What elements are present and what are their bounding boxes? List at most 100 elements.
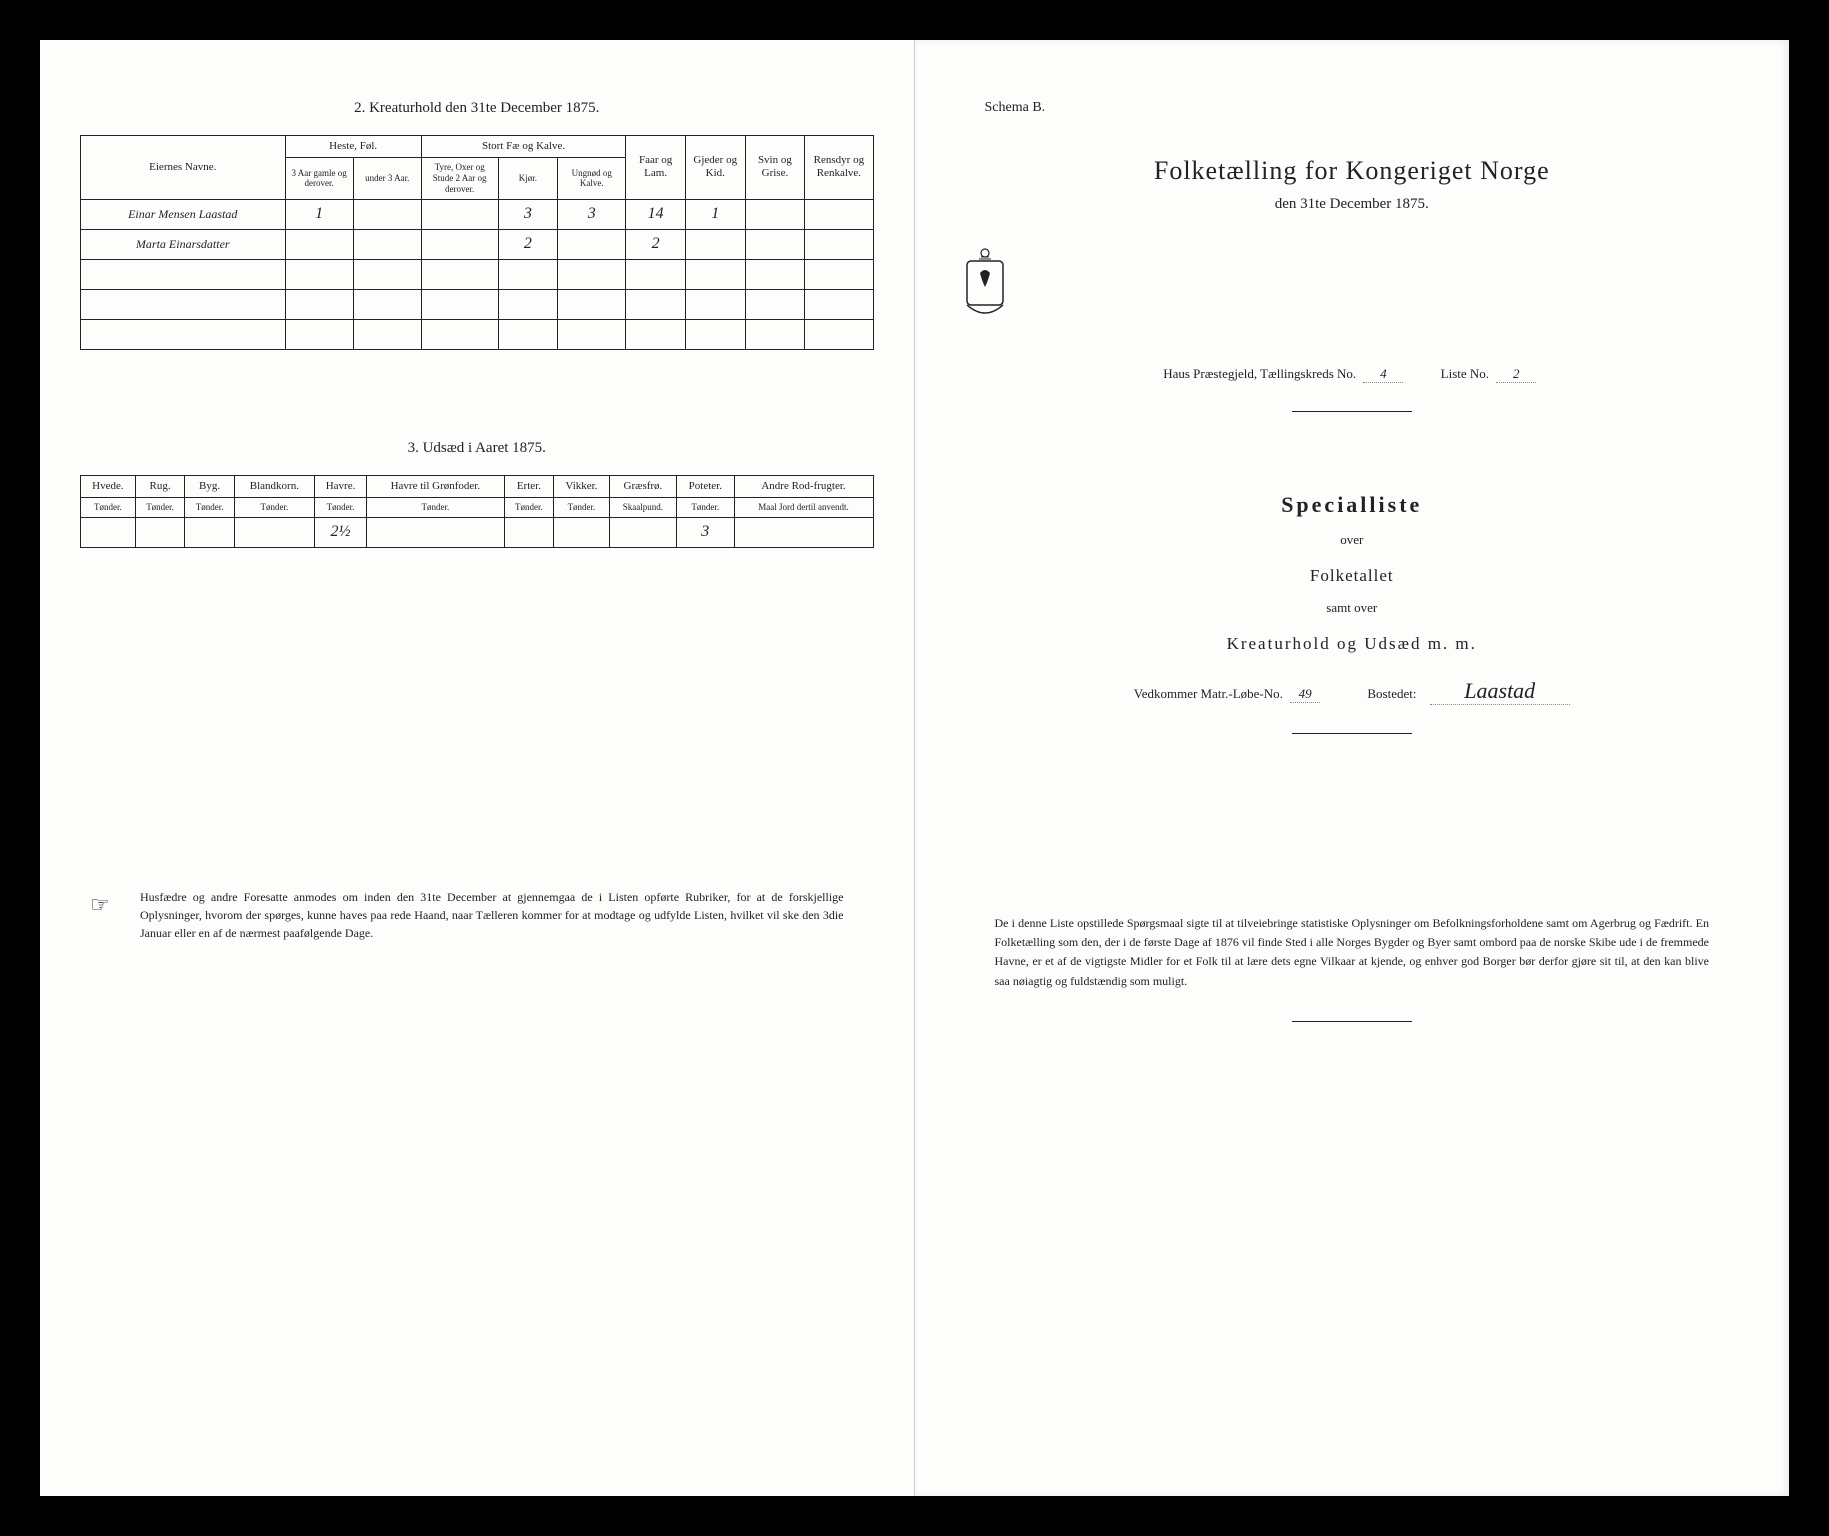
col-owner: Eiernes Navne.	[81, 136, 286, 200]
seed-col-head: Poteter.	[677, 475, 734, 497]
right-page: Schema B. Folketælling for Kongeriget No…	[915, 40, 1790, 1496]
value-cell	[558, 229, 626, 259]
table-row	[81, 259, 874, 289]
seed-col-unit: Tønder.	[677, 497, 734, 517]
seed-col-unit: Tønder.	[504, 497, 554, 517]
seed-col-unit: Tønder.	[314, 497, 366, 517]
seed-value-cell	[609, 517, 676, 547]
value-cell	[421, 319, 498, 349]
samt-label: samt over	[955, 600, 1750, 616]
value-cell	[285, 289, 353, 319]
schema-label: Schema B.	[985, 100, 1750, 116]
seed-value-cell	[504, 517, 554, 547]
value-cell	[685, 259, 745, 289]
coat-of-arms-icon	[955, 243, 1015, 323]
col-goat: Gjeder og Kid.	[685, 136, 745, 200]
seed-value-cell: 2½	[314, 517, 366, 547]
seed-value-cell	[554, 517, 610, 547]
seed-col-head: Rug.	[135, 475, 185, 497]
value-cell	[353, 319, 421, 349]
kreds-number: 4	[1363, 366, 1403, 383]
livestock-table: Eiernes Navne. Heste, Føl. Stort Fæ og K…	[80, 135, 874, 350]
owner-cell	[81, 319, 286, 349]
divider	[1292, 1021, 1412, 1022]
col-pig: Svin og Grise.	[745, 136, 805, 200]
seed-value-cell: 3	[677, 517, 734, 547]
seed-value-cell	[367, 517, 505, 547]
col-cattle-a: Tyre, Oxer og Stude 2 Aar og derover.	[421, 158, 498, 199]
colg-cattle: Stort Fæ og Kalve.	[421, 136, 625, 158]
scan-frame: 2. Kreaturhold den 31te December 1875. E…	[40, 40, 1789, 1496]
value-cell	[745, 199, 805, 229]
value-cell: 3	[498, 199, 558, 229]
owner-cell	[81, 259, 286, 289]
table-row	[81, 289, 874, 319]
colg-horse: Heste, Føl.	[285, 136, 421, 158]
col-reindeer: Rensdyr og Renkalve.	[805, 136, 873, 200]
owner-cell: Marta Einarsdatter	[81, 229, 286, 259]
divider	[1292, 411, 1412, 412]
census-title: Folketælling for Kongeriget Norge	[955, 156, 1750, 186]
value-cell: 1	[685, 199, 745, 229]
census-subtitle: den 31te December 1875.	[955, 196, 1750, 213]
seed-col-unit: Tønder.	[367, 497, 505, 517]
value-cell: 2	[498, 229, 558, 259]
value-cell	[421, 259, 498, 289]
liste-number: 2	[1496, 366, 1536, 383]
right-footnote: De i denne Liste opstillede Spørgsmaal s…	[995, 914, 1710, 991]
value-cell	[685, 289, 745, 319]
value-cell	[285, 259, 353, 289]
value-cell	[626, 259, 686, 289]
value-cell: 1	[285, 199, 353, 229]
seed-col-unit: Tønder.	[554, 497, 610, 517]
left-footnote-text: Husfædre og andre Foresatte anmodes om i…	[140, 890, 844, 940]
folketallet-label: Folketallet	[955, 566, 1750, 586]
value-cell	[558, 319, 626, 349]
seed-col-head: Havre til Grønfoder.	[367, 475, 505, 497]
parish-label-a: Haus Præstegjeld, Tællingskreds No.	[1163, 366, 1356, 381]
owner-cell: Einar Mensen Laastad	[81, 199, 286, 229]
value-cell	[353, 229, 421, 259]
seed-col-head: Vikker.	[554, 475, 610, 497]
seed-col-head: Andre Rod-frugter.	[734, 475, 873, 497]
seed-col-unit: Tønder.	[135, 497, 185, 517]
value-cell	[626, 319, 686, 349]
value-cell	[353, 289, 421, 319]
section2-title: 2. Kreaturhold den 31te December 1875.	[80, 100, 874, 117]
pointing-hand-icon: ☞	[90, 888, 110, 921]
seed-col-head: Blandkorn.	[234, 475, 314, 497]
value-cell	[421, 199, 498, 229]
value-cell	[498, 259, 558, 289]
seed-col-unit: Maal Jord dertil anvendt.	[734, 497, 873, 517]
left-footnote: ☞ Husfædre og andre Foresatte anmodes om…	[140, 888, 844, 942]
value-cell	[285, 229, 353, 259]
seed-value-cell	[234, 517, 314, 547]
divider	[1292, 733, 1412, 734]
section3-title: 3. Udsæd i Aaret 1875.	[80, 440, 874, 457]
value-cell	[498, 319, 558, 349]
value-cell	[745, 259, 805, 289]
seed-col-head: Erter.	[504, 475, 554, 497]
seed-value-cell	[135, 517, 185, 547]
seed-value-cell	[185, 517, 235, 547]
value-cell	[558, 289, 626, 319]
col-sheep: Faar og Lam.	[626, 136, 686, 200]
seed-col-head: Havre.	[314, 475, 366, 497]
value-cell: 2	[626, 229, 686, 259]
value-cell	[805, 259, 873, 289]
value-cell	[353, 199, 421, 229]
value-cell	[745, 319, 805, 349]
seed-col-unit: Skaalpund.	[609, 497, 676, 517]
seed-col-unit: Tønder.	[234, 497, 314, 517]
value-cell	[745, 289, 805, 319]
value-cell	[498, 289, 558, 319]
specialliste-heading: Specialliste	[955, 492, 1750, 518]
value-cell	[421, 289, 498, 319]
col-horse-a: 3 Aar gamle og derover.	[285, 158, 353, 199]
seed-value-cell	[734, 517, 873, 547]
parish-line: Haus Præstegjeld, Tællingskreds No. 4 Li…	[955, 366, 1750, 383]
value-cell	[285, 319, 353, 349]
matr-label: Vedkommer Matr.-Løbe-No.	[1134, 686, 1283, 701]
over-label: over	[955, 532, 1750, 548]
value-cell	[805, 289, 873, 319]
